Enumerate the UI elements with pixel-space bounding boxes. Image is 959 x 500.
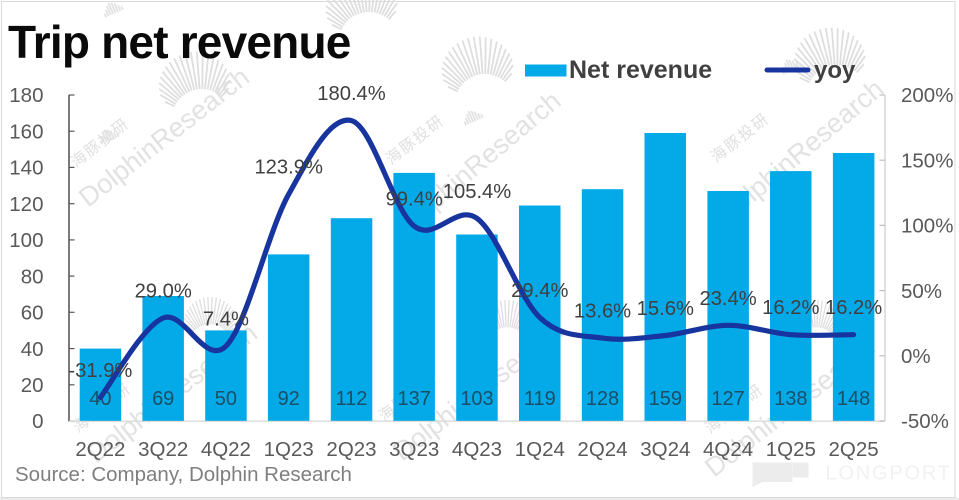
svg-text:LONGPORT: LONGPORT <box>826 463 952 485</box>
svg-text:40: 40 <box>21 338 44 361</box>
svg-text:2Q25: 2Q25 <box>829 438 879 461</box>
svg-text:29.4%: 29.4% <box>511 280 568 302</box>
svg-text:112: 112 <box>336 388 368 410</box>
svg-text:200%: 200% <box>901 84 953 107</box>
svg-text:20: 20 <box>21 374 44 397</box>
svg-text:0%: 0% <box>901 345 931 368</box>
svg-text:140: 140 <box>9 157 43 180</box>
svg-text:137: 137 <box>398 388 431 410</box>
svg-text:23.4%: 23.4% <box>699 288 756 310</box>
svg-text:yoy: yoy <box>814 57 856 84</box>
svg-text:99.4%: 99.4% <box>386 189 443 211</box>
svg-text:16.2%: 16.2% <box>825 297 882 319</box>
svg-text:123.9%: 123.9% <box>254 157 323 179</box>
svg-text:69: 69 <box>152 388 174 410</box>
svg-text:-31.9%: -31.9% <box>68 360 132 382</box>
svg-text:7.4%: 7.4% <box>203 309 249 331</box>
svg-text:92: 92 <box>278 388 300 410</box>
svg-text:Net revenue: Net revenue <box>569 56 712 84</box>
svg-text:127: 127 <box>711 388 744 410</box>
svg-text:1Q23: 1Q23 <box>264 438 314 461</box>
svg-text:150%: 150% <box>901 149 953 172</box>
svg-text:148: 148 <box>837 388 870 410</box>
svg-text:16.2%: 16.2% <box>762 297 819 319</box>
svg-text:Source: Company, Dolphin Resea: Source: Company, Dolphin Research <box>15 463 352 486</box>
svg-text:2Q23: 2Q23 <box>326 438 376 461</box>
svg-text:2Q22: 2Q22 <box>75 438 125 461</box>
svg-text:159: 159 <box>649 388 682 410</box>
svg-text:15.6%: 15.6% <box>637 298 694 320</box>
svg-text:2Q24: 2Q24 <box>577 438 627 461</box>
svg-text:-50%: -50% <box>901 410 949 433</box>
svg-text:180: 180 <box>9 84 43 107</box>
svg-text:4Q22: 4Q22 <box>201 438 251 461</box>
svg-text:29.0%: 29.0% <box>135 281 192 303</box>
svg-text:1Q24: 1Q24 <box>515 438 565 461</box>
svg-text:180.4%: 180.4% <box>317 83 386 105</box>
svg-text:3Q23: 3Q23 <box>389 438 439 461</box>
svg-text:119: 119 <box>524 388 556 410</box>
svg-text:103: 103 <box>460 388 493 410</box>
svg-text:100: 100 <box>9 229 43 252</box>
svg-text:4Q23: 4Q23 <box>452 438 502 461</box>
svg-text:Trip net revenue: Trip net revenue <box>8 16 351 68</box>
svg-text:160: 160 <box>9 120 43 143</box>
svg-text:50%: 50% <box>901 280 942 303</box>
svg-text:100%: 100% <box>901 215 953 238</box>
svg-text:80: 80 <box>21 265 44 288</box>
svg-text:105.4%: 105.4% <box>443 181 512 203</box>
svg-text:3Q24: 3Q24 <box>640 438 690 461</box>
svg-text:13.6%: 13.6% <box>574 301 631 323</box>
svg-text:50: 50 <box>215 388 237 410</box>
svg-text:120: 120 <box>9 193 43 216</box>
svg-text:4Q24: 4Q24 <box>703 438 753 461</box>
svg-text:0: 0 <box>32 410 43 433</box>
svg-text:3Q22: 3Q22 <box>138 438 188 461</box>
svg-text:60: 60 <box>21 302 44 325</box>
svg-text:1Q25: 1Q25 <box>766 438 816 461</box>
svg-text:138: 138 <box>774 388 807 410</box>
svg-text:128: 128 <box>586 388 619 410</box>
